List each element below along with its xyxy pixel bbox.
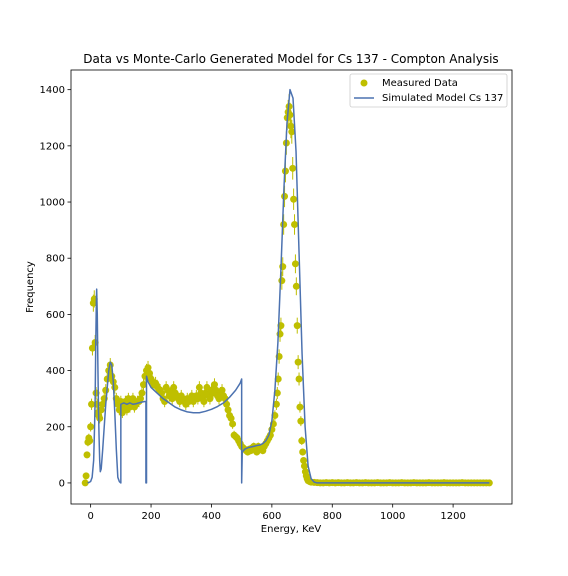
x-tick-label: 0	[87, 511, 93, 522]
plot-area	[82, 90, 493, 487]
y-tick-label: 1400	[40, 85, 65, 96]
y-tick-label: 1000	[40, 198, 65, 209]
data-point	[294, 322, 301, 329]
series-simulated-model-line	[88, 90, 490, 483]
x-tick-label: 600	[262, 511, 281, 522]
data-point	[281, 193, 288, 200]
data-point	[229, 420, 236, 427]
legend-label-measured: Measured Data	[382, 78, 458, 89]
x-tick-label: 1000	[380, 511, 405, 522]
legend-marker-measured	[361, 80, 368, 87]
y-tick-label: 1200	[40, 141, 65, 152]
x-tick-label: 400	[202, 511, 221, 522]
data-point	[293, 283, 300, 290]
data-point	[102, 387, 109, 394]
y-tick-label: 600	[46, 310, 65, 321]
data-point	[96, 415, 103, 422]
data-point	[297, 418, 304, 425]
chart-title: Data vs Monte-Carlo Generated Model for …	[83, 52, 498, 66]
data-point	[200, 398, 207, 405]
data-point	[291, 221, 298, 228]
legend-label-simulated: Simulated Model Cs 137	[382, 93, 503, 104]
data-point	[138, 390, 145, 397]
series-measured-data	[82, 94, 493, 486]
data-point	[84, 451, 91, 458]
data-point	[280, 221, 287, 228]
y-tick-label: 400	[46, 366, 65, 377]
y-tick-label: 0	[59, 478, 65, 489]
plot-clip-group	[82, 90, 493, 487]
data-point	[290, 196, 297, 203]
data-point	[87, 423, 94, 430]
y-axis: 0 200 400 600 800 1000 1200 1400	[40, 85, 71, 489]
data-point	[289, 165, 296, 172]
x-axis: 0 200 400 600 800 1000 1200	[87, 504, 465, 522]
y-tick-label: 200	[46, 422, 65, 433]
data-point	[296, 404, 303, 411]
data-point	[111, 384, 118, 391]
data-point	[278, 277, 285, 284]
data-point	[295, 359, 302, 366]
data-point	[299, 449, 306, 456]
x-axis-label: Energy, KeV	[261, 524, 322, 535]
x-tick-label: 800	[323, 511, 342, 522]
data-point	[298, 437, 305, 444]
y-tick-label: 800	[46, 254, 65, 265]
x-tick-label: 1200	[440, 511, 465, 522]
data-point	[292, 260, 299, 267]
legend: Measured Data Simulated Model Cs 137	[350, 74, 507, 107]
data-point	[83, 472, 90, 479]
data-point	[86, 437, 93, 444]
data-point	[296, 375, 303, 382]
x-tick-label: 200	[141, 511, 160, 522]
y-axis-label: Frequency	[25, 261, 36, 313]
